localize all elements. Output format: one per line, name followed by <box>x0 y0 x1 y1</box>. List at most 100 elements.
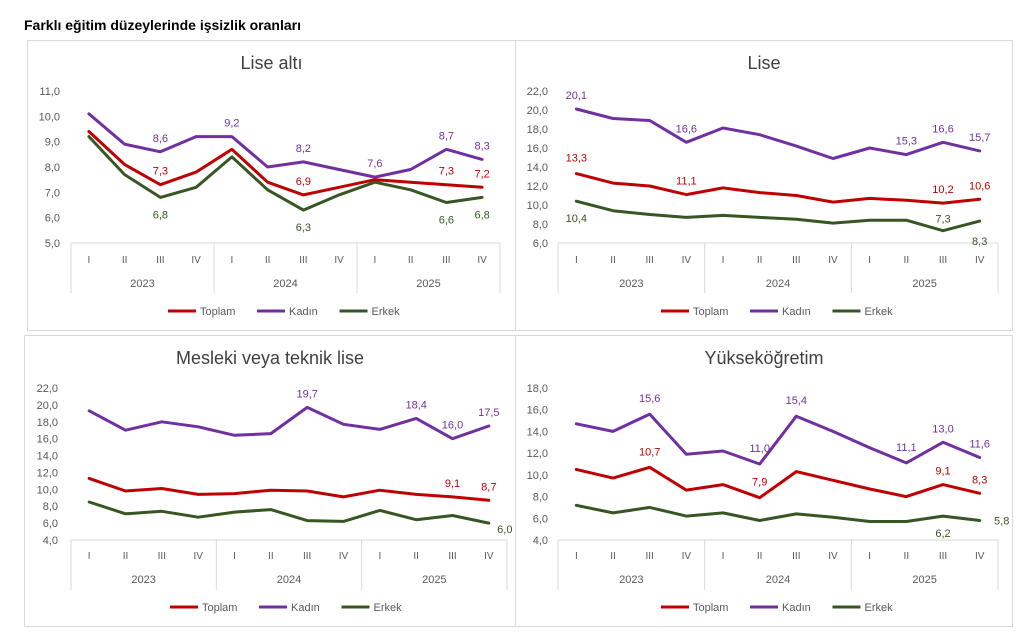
data-label: 10,7 <box>639 446 660 458</box>
legend-label: Toplam <box>202 602 237 614</box>
chart-panel-lise-alti: Lise altı 5,0 6,0 7,0 8,0 9,0 10,0 11,0 I II III IV… <box>27 40 516 331</box>
data-label: 15,3 <box>896 136 917 148</box>
y-tick-label: 20,0 <box>527 105 548 117</box>
legend-label: Toplam <box>200 306 235 318</box>
x-tick-label-quarter: IV <box>828 551 838 562</box>
y-tick-label: 4,0 <box>43 535 58 547</box>
x-tick-label-year: 2024 <box>766 278 790 290</box>
x-tick-label-quarter: IV <box>975 551 985 562</box>
chart-yuksekogretim: Yükseköğretim 4,0 6,0 8,0 10,0 12,0 14,0 16,0 18… <box>527 348 1010 614</box>
data-label: 15,6 <box>639 393 660 405</box>
series-line-kadin <box>87 112 484 179</box>
x-tick-label-quarter: II <box>265 255 271 266</box>
legend-label: Kadın <box>782 306 811 318</box>
x-tick-label-quarter: IV <box>682 551 692 562</box>
data-label: 8,3 <box>972 236 987 248</box>
data-label: 15,4 <box>786 395 807 407</box>
y-tick-label: 5,0 <box>45 238 60 250</box>
y-tick-label: 12,0 <box>527 448 548 460</box>
x-tick-label-quarter: III <box>645 551 653 562</box>
x-tick-label-quarter: I <box>233 551 236 562</box>
x-tick-label-quarter: II <box>123 551 129 562</box>
x-tick-label-quarter: III <box>792 255 800 266</box>
chart-title: Lise <box>747 53 780 73</box>
legend-label: Erkek <box>374 602 403 614</box>
y-tick-label: 11,0 <box>39 86 60 98</box>
x-tick-label-quarter: III <box>303 551 311 562</box>
data-label: 19,7 <box>296 388 317 400</box>
series-line-erkek <box>87 135 484 212</box>
x-tick-label-quarter: III <box>442 255 450 266</box>
y-tick-label: 6,0 <box>45 213 60 225</box>
data-label: 9,1 <box>445 478 460 490</box>
x-tick-label-quarter: III <box>939 255 947 266</box>
x-tick-label-quarter: II <box>610 551 616 562</box>
x-tick-label-quarter: III <box>156 255 164 266</box>
x-tick-label-quarter: I <box>87 255 90 266</box>
x-tick-label-quarter: I <box>230 255 233 266</box>
x-tick-label-year: 2025 <box>422 574 446 586</box>
x-tick-label-year: 2024 <box>766 574 790 586</box>
y-tick-label: 16,0 <box>527 143 548 155</box>
x-tick-label-quarter: I <box>88 551 91 562</box>
data-label: 6,0 <box>497 524 512 536</box>
y-tick-label: 12,0 <box>37 467 58 479</box>
data-label: 7,3 <box>153 166 168 178</box>
data-label: 16,0 <box>442 420 463 432</box>
data-label: 11,0 <box>749 443 770 455</box>
x-tick-label-quarter: III <box>939 551 947 562</box>
data-label: 6,6 <box>439 214 454 226</box>
chart-mesleki-teknik-lise: Mesleki veya teknik lise 4,0 6,0 8,0 10,0 12,… <box>37 348 513 614</box>
data-label: 8,7 <box>481 481 496 493</box>
chart-panel-lise: Lise 6,0 8,0 10,0 12,0 14,0 16,0 18,0 20,0 22,0 I I… <box>515 40 1013 331</box>
legend-label: Kadın <box>289 306 318 318</box>
x-tick-label-quarter: II <box>413 551 419 562</box>
x-tick-label-quarter: I <box>378 551 381 562</box>
data-label: 8,6 <box>153 133 168 145</box>
data-label: 16,6 <box>932 123 953 135</box>
data-label: 7,9 <box>752 477 767 489</box>
data-label: 13,3 <box>566 153 587 165</box>
y-tick-label: 4,0 <box>533 535 548 547</box>
data-label: 13,0 <box>932 423 953 435</box>
data-label: 6,8 <box>474 209 489 221</box>
series-line-toplam <box>574 465 982 500</box>
x-tick-label-quarter: I <box>868 255 871 266</box>
x-tick-label-year: 2024 <box>277 574 301 586</box>
x-tick-label-quarter: IV <box>193 551 203 562</box>
page-title: Farklı eğitim düzeylerinde işsizlik oran… <box>24 17 301 33</box>
y-tick-label: 14,0 <box>37 451 58 463</box>
x-tick-label-quarter: IV <box>334 255 344 266</box>
x-tick-label-year: 2023 <box>619 278 643 290</box>
y-tick-label: 6,0 <box>43 518 58 530</box>
y-tick-label: 6,0 <box>533 238 548 250</box>
x-tick-label-quarter: I <box>575 255 578 266</box>
x-tick-label-year: 2023 <box>619 574 643 586</box>
y-tick-label: 6,0 <box>533 513 548 525</box>
data-label: 6,2 <box>935 528 950 540</box>
data-label: 7,6 <box>367 158 382 170</box>
legend-label: Kadın <box>782 602 811 614</box>
data-label: 11,1 <box>896 442 917 454</box>
x-tick-label-quarter: IV <box>477 255 487 266</box>
x-tick-label-quarter: IV <box>682 255 692 266</box>
y-tick-label: 10,0 <box>37 484 58 496</box>
y-tick-label: 16,0 <box>37 434 58 446</box>
y-tick-label: 10,0 <box>527 470 548 482</box>
x-tick-label-year: 2024 <box>273 278 297 290</box>
data-label: 6,9 <box>296 176 311 188</box>
legend-label: Toplam <box>693 306 728 318</box>
chart-title: Mesleki veya teknik lise <box>176 348 364 368</box>
x-tick-label-quarter: II <box>757 255 763 266</box>
data-label: 7,3 <box>439 166 454 178</box>
y-tick-label: 16,0 <box>527 405 548 417</box>
series-line-toplam <box>87 130 484 197</box>
y-tick-label: 10,0 <box>39 111 60 123</box>
y-tick-label: 7,0 <box>45 187 60 199</box>
data-label: 10,4 <box>566 213 587 225</box>
x-tick-label-quarter: IV <box>484 551 494 562</box>
series-line-toplam <box>574 172 982 205</box>
x-tick-label-quarter: I <box>722 551 725 562</box>
chart-panel-mesleki-teknik-lise: Mesleki veya teknik lise 4,0 6,0 8,0 10,0 12,… <box>24 335 516 627</box>
data-label: 9,1 <box>935 466 950 478</box>
